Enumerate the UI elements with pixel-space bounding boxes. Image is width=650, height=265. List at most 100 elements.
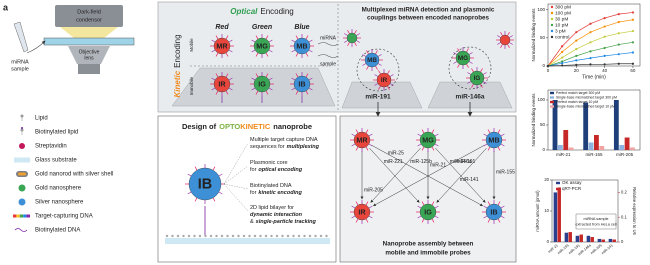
- point: [631, 11, 635, 14]
- dna-strand: [457, 48, 460, 53]
- dna-strand: [291, 77, 296, 81]
- point: [617, 62, 620, 65]
- dna-strand: [387, 70, 390, 75]
- feature-text: Plasmonic core: [250, 160, 288, 166]
- nanoprobe: [346, 32, 358, 44]
- point: [603, 54, 606, 57]
- sample-arrow: [26, 40, 46, 54]
- setup-label: Objective: [79, 49, 100, 55]
- legend-label: qRT-PCR: [562, 186, 582, 191]
- lipid: [226, 234, 229, 238]
- dna-strand: [228, 87, 233, 91]
- point: [617, 43, 620, 46]
- feature-part: optical encoding: [258, 167, 302, 173]
- legend-label: Lipid: [35, 116, 48, 122]
- edge: [370, 147, 421, 203]
- dna-strand: [268, 49, 273, 53]
- legend-label: Streptavidin: [35, 144, 67, 150]
- nanoprobe: [376, 72, 392, 88]
- dna-strand: [497, 35, 501, 38]
- edge: [371, 145, 484, 207]
- dna-strand: [509, 42, 513, 45]
- y-tick-label: 0: [547, 239, 550, 244]
- dna-strand: [421, 146, 425, 151]
- title-part: nanoprobe: [273, 122, 312, 131]
- y-tick-label: 100: [537, 97, 545, 102]
- probe-label: MB: [488, 135, 499, 144]
- legend-label: Perfect match target 300 pM: [556, 91, 600, 95]
- dna-strand: [268, 87, 273, 91]
- dna-strand: [215, 35, 219, 40]
- legend-label: Biotinylated lipid: [35, 130, 78, 136]
- color-label: Green: [252, 24, 272, 31]
- dna-strand: [509, 35, 513, 38]
- feature-part: Biotinylated DNA: [250, 183, 292, 189]
- lipid: [231, 234, 235, 238]
- feature-text: for optical encoding: [250, 167, 303, 173]
- dna-strand: [218, 173, 223, 177]
- dna-strand: [434, 215, 439, 219]
- color-label: Red: [215, 24, 229, 31]
- bar: [553, 192, 558, 242]
- dna-strand: [308, 39, 313, 43]
- y-axis-label: miRNA amount (pmol): [535, 190, 540, 232]
- probe-label: MR: [216, 41, 228, 50]
- dna-strand: [355, 146, 359, 151]
- dna-strand: [366, 65, 369, 70]
- dna-strand: [457, 63, 460, 68]
- dna-strand: [305, 90, 309, 95]
- dna-strand: [347, 30, 350, 34]
- legend-marker: [550, 5, 554, 9]
- x-tick-label: 20: [574, 68, 580, 73]
- point: [631, 51, 635, 54]
- dna-strand: [387, 85, 390, 90]
- dna-strand: [434, 143, 439, 147]
- edge-label: miR-21: [430, 163, 446, 169]
- y-axis-label: Normalized binding events: [531, 93, 536, 147]
- point: [631, 62, 635, 65]
- bar: [557, 187, 561, 242]
- dna-strand: [308, 49, 313, 53]
- bar: [575, 235, 580, 242]
- lipid: [198, 234, 202, 238]
- nanoprobe: [253, 75, 271, 93]
- bar: [552, 100, 558, 150]
- plot-area: [547, 3, 641, 67]
- feature-text: 2D lipid bilayer for: [250, 205, 294, 211]
- x-tick-label: 60: [630, 68, 636, 73]
- legend-label: control: [555, 34, 569, 40]
- nanoprobe: [485, 131, 503, 149]
- edge-label: miR-191: [456, 159, 475, 165]
- title-part: Kinetic: [173, 70, 182, 97]
- lipid: [270, 234, 273, 238]
- dna-strand: [362, 54, 367, 57]
- target-label: miR-191: [365, 94, 391, 101]
- legend-swatch: [550, 96, 554, 99]
- lipid: [286, 234, 290, 238]
- feature-text: Multiple target capture DNA: [250, 137, 318, 143]
- probe-label: IB: [198, 176, 212, 192]
- nanoprobe: [253, 37, 271, 55]
- target-label: miR-146a: [456, 94, 485, 101]
- color-label: Blue: [294, 24, 309, 31]
- bilayer: [165, 238, 330, 244]
- legend-icon: [18, 198, 26, 206]
- legend-icon: [20, 128, 24, 132]
- dna-strand: [500, 44, 503, 48]
- legend-label: Perfect match target 10 pM: [556, 100, 598, 104]
- dna-strand: [466, 48, 469, 53]
- y2-tick-label: 0.2: [621, 190, 627, 195]
- dna-strand: [215, 52, 219, 57]
- legend-icon: [16, 214, 20, 218]
- dna-strand: [375, 65, 378, 70]
- nanoprobe: [469, 70, 485, 86]
- sample-label: sample: [320, 61, 336, 67]
- dna-strand: [351, 215, 356, 219]
- legend-marker: [550, 17, 554, 21]
- dna-strand: [365, 201, 369, 206]
- point: [575, 54, 578, 57]
- lipid: [209, 234, 213, 238]
- dna-strand: [378, 70, 381, 75]
- point: [603, 63, 606, 66]
- nanoprobe: [213, 75, 231, 93]
